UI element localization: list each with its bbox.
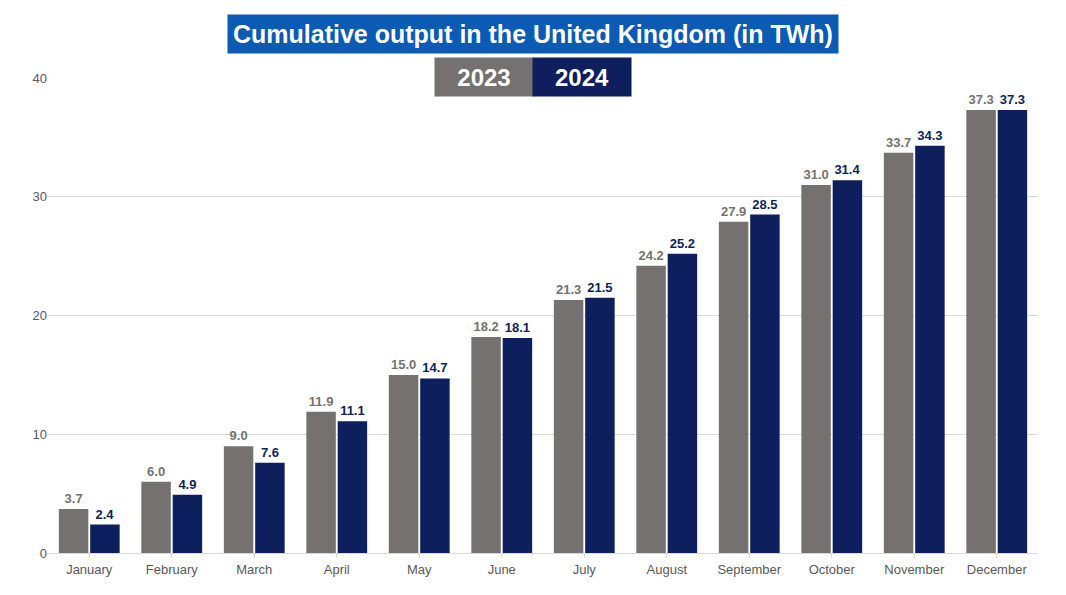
svg-text:October: October	[809, 562, 856, 577]
svg-text:31.4: 31.4	[834, 162, 860, 177]
svg-text:28.5: 28.5	[752, 197, 777, 212]
svg-text:10: 10	[33, 427, 47, 442]
svg-text:31.0: 31.0	[803, 167, 828, 182]
svg-text:18.1: 18.1	[505, 320, 530, 335]
svg-text:14.7: 14.7	[422, 360, 447, 375]
svg-text:May: May	[407, 562, 432, 577]
svg-text:July: July	[573, 562, 597, 577]
svg-text:11.9: 11.9	[309, 394, 334, 409]
svg-text:Cumulative output in the Unite: Cumulative output in the United Kingdom …	[233, 20, 833, 48]
svg-text:20: 20	[33, 308, 47, 323]
svg-text:2024: 2024	[555, 64, 609, 91]
svg-text:30: 30	[33, 189, 47, 204]
svg-text:2.4: 2.4	[96, 507, 115, 522]
svg-text:June: June	[488, 562, 516, 577]
svg-text:21.3: 21.3	[556, 282, 581, 297]
svg-text:40: 40	[33, 71, 47, 86]
svg-text:34.3: 34.3	[917, 128, 942, 143]
svg-text:7.6: 7.6	[261, 445, 279, 460]
svg-text:37.3: 37.3	[1000, 92, 1025, 107]
svg-text:4.9: 4.9	[178, 477, 196, 492]
svg-text:2023: 2023	[457, 64, 510, 91]
svg-text:37.3: 37.3	[968, 92, 993, 107]
svg-text:April: April	[324, 562, 350, 577]
svg-text:3.7: 3.7	[65, 491, 83, 506]
svg-text:December: December	[967, 562, 1028, 577]
svg-text:January: January	[66, 562, 113, 577]
svg-text:February: February	[146, 562, 199, 577]
svg-text:33.7: 33.7	[886, 135, 911, 150]
svg-text:25.2: 25.2	[670, 236, 695, 251]
svg-text:September: September	[717, 562, 781, 577]
svg-text:March: March	[236, 562, 272, 577]
svg-text:27.9: 27.9	[721, 204, 746, 219]
svg-text:11.1: 11.1	[340, 403, 365, 418]
svg-text:15.0: 15.0	[391, 357, 416, 372]
svg-text:18.2: 18.2	[473, 319, 498, 334]
svg-text:November: November	[884, 562, 945, 577]
svg-text:21.5: 21.5	[587, 280, 612, 295]
svg-text:9.0: 9.0	[230, 428, 248, 443]
svg-text:24.2: 24.2	[638, 248, 663, 263]
svg-text:0: 0	[40, 546, 47, 561]
svg-text:6.0: 6.0	[147, 464, 165, 479]
svg-text:August: August	[647, 562, 688, 577]
